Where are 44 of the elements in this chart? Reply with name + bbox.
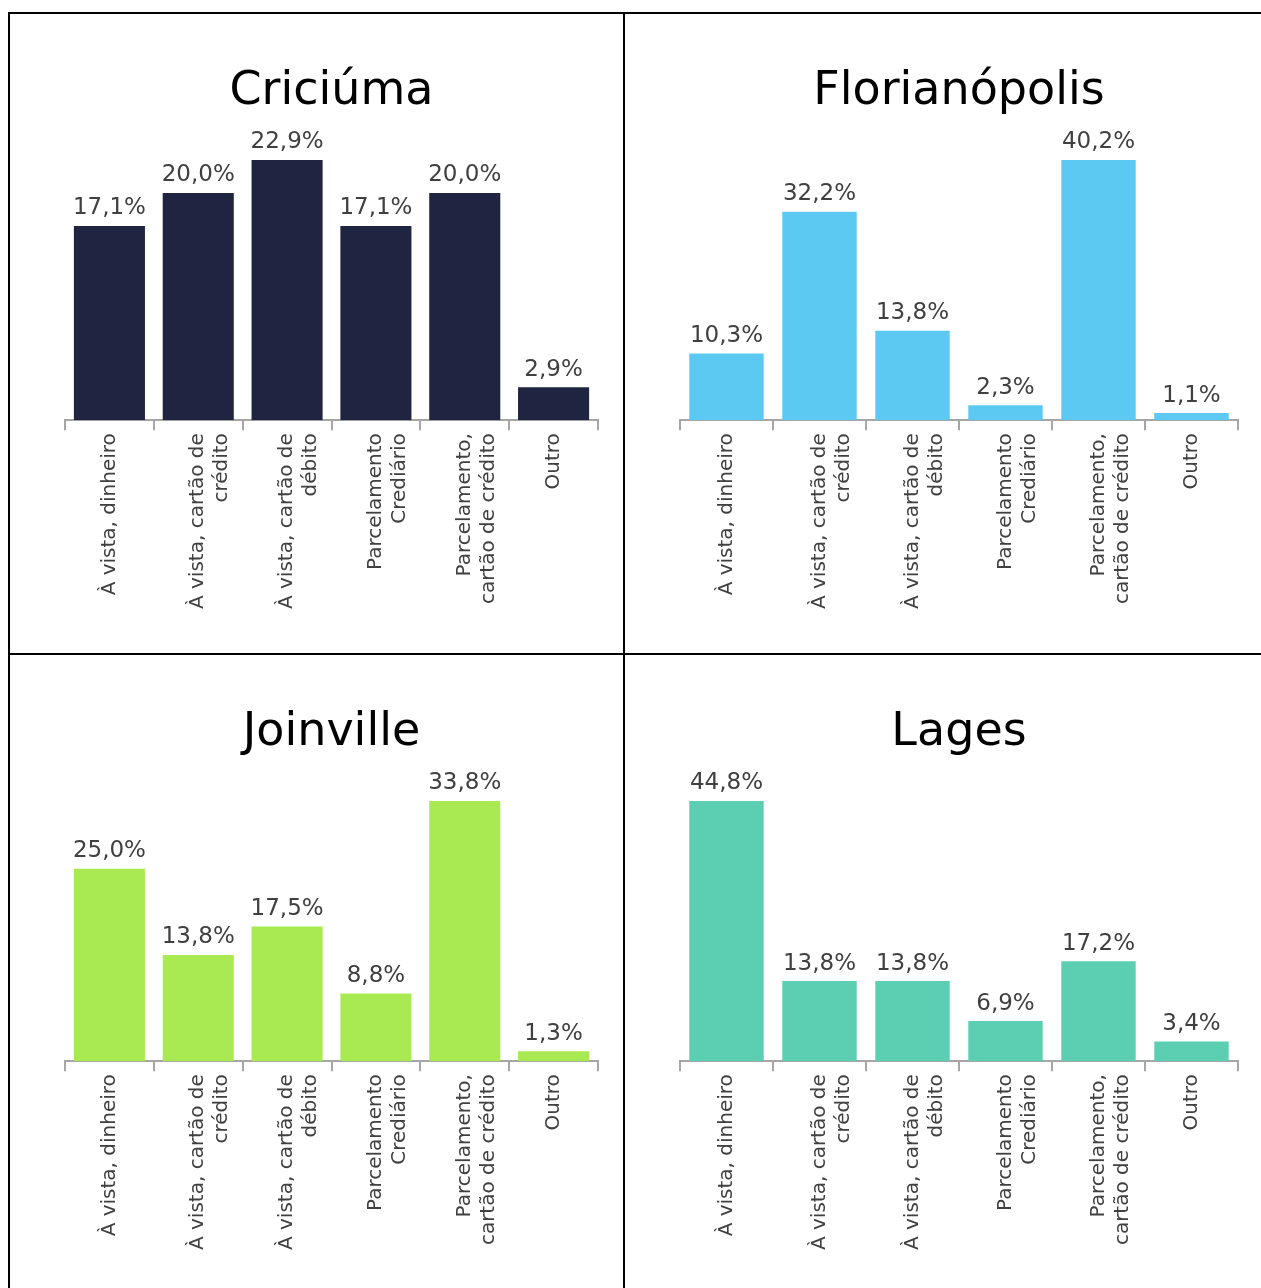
chart-title: Lages: [891, 701, 1027, 756]
data-label: 20,0%: [428, 160, 502, 187]
chart-title: Florianópolis: [813, 60, 1105, 115]
data-label: 17,2%: [1061, 928, 1136, 955]
data-label: 25,0%: [72, 836, 146, 863]
data-label: 13,8%: [161, 922, 235, 949]
data-label: 3,4%: [1162, 1008, 1221, 1035]
data-label: 33,8%: [428, 768, 502, 795]
x-tick-label: À vista, cartão de crédito: [184, 1074, 233, 1251]
data-label: 2,9%: [524, 354, 583, 381]
x-tick-label: Outro: [1177, 1074, 1202, 1131]
x-tick-label: À vista, cartão de crédito: [184, 433, 233, 610]
x-tick-label: Outro: [539, 433, 564, 490]
data-label: 13,8%: [782, 948, 857, 975]
x-tick-label: À vista, dinheiro: [712, 1074, 737, 1237]
x-tick-label: À vista, cartão de crédito: [805, 1074, 854, 1251]
data-label: 1,1%: [1162, 380, 1221, 407]
data-label: 13,8%: [875, 948, 950, 975]
chart-title: Criciúma: [229, 60, 434, 115]
data-label: 40,2%: [1061, 127, 1136, 154]
x-tick-label: À vista, cartão de débito: [273, 1074, 322, 1251]
data-label: 2,3%: [976, 372, 1035, 399]
x-tick-label: À vista, cartão de crédito: [805, 433, 854, 610]
data-label: 44,8%: [689, 768, 764, 795]
x-tick-label: À vista, dinheiro: [95, 433, 120, 596]
x-tick-label: Outro: [1177, 433, 1202, 490]
data-label: 20,0%: [161, 160, 235, 187]
data-label: 10,3%: [689, 320, 764, 347]
x-tick-label: Outro: [539, 1074, 564, 1131]
x-tick-label: À vista, dinheiro: [712, 433, 737, 596]
data-label: 17,5%: [250, 893, 324, 920]
data-label: 17,1%: [339, 193, 413, 220]
data-label: 1,3%: [524, 1018, 583, 1045]
data-label: 22,9%: [250, 127, 324, 154]
data-label: 13,8%: [875, 298, 950, 325]
data-label: 32,2%: [782, 179, 857, 206]
x-tick-label: À vista, cartão de débito: [898, 433, 947, 610]
x-tick-label: À vista, dinheiro: [95, 1074, 120, 1237]
x-tick-label: À vista, cartão de débito: [898, 1074, 947, 1251]
data-label: 6,9%: [976, 988, 1035, 1015]
x-tick-label: À vista, cartão de débito: [273, 433, 322, 610]
chart-title: Joinville: [239, 701, 421, 756]
data-label: 8,8%: [346, 960, 406, 987]
data-label: 17,1%: [72, 193, 146, 220]
